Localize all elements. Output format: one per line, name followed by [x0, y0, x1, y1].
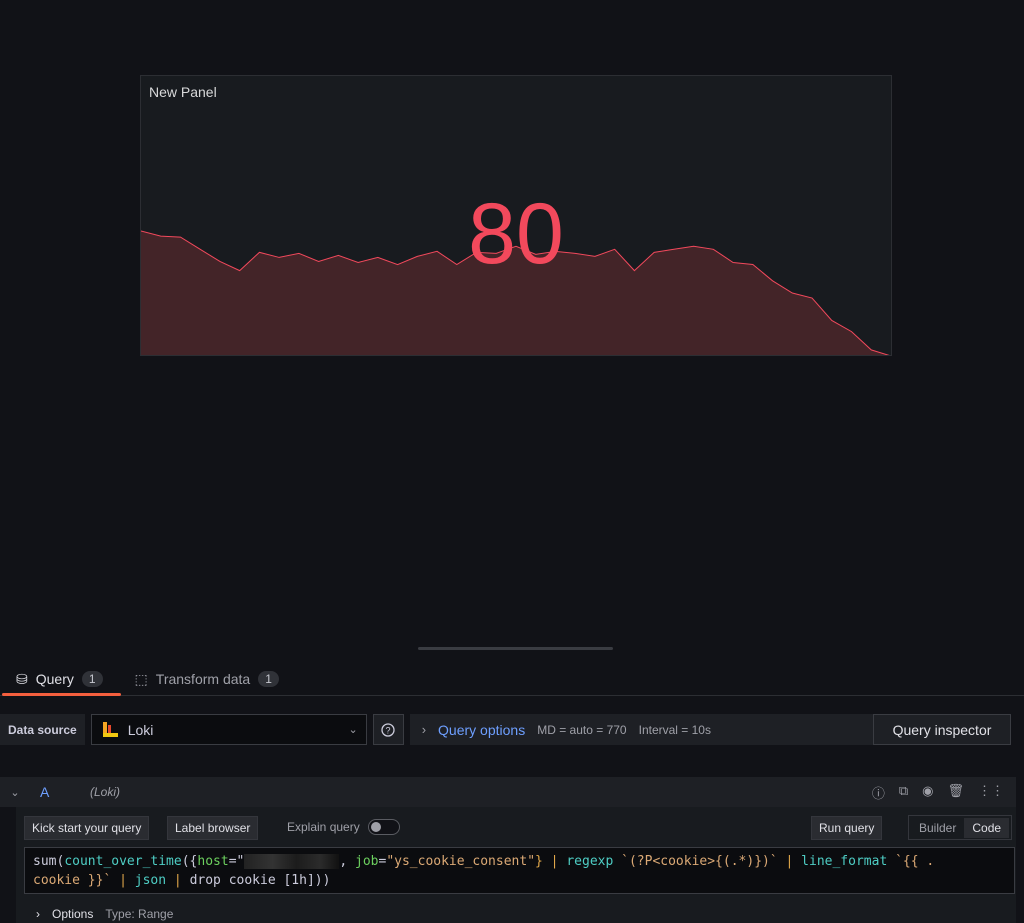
query-type: Type: Range: [105, 907, 174, 921]
query-datasource: (Loki): [90, 785, 121, 799]
explain-query-label: Explain query: [287, 820, 360, 834]
options-toggle[interactable]: › Options Type: Range: [36, 907, 173, 921]
code-mode-button[interactable]: Code: [964, 817, 1010, 838]
options-label: Options: [52, 907, 94, 921]
help-icon[interactable]: ⓘ: [871, 785, 885, 801]
tab-label: Transform data: [155, 671, 251, 687]
datasource-label: Data source: [0, 714, 85, 745]
datasource-help-button[interactable]: ?: [372, 714, 404, 745]
tab-transform-data[interactable]: ⬚ Transform data 1: [119, 662, 295, 696]
editor-mode-toggle: Builder Code: [908, 815, 1013, 840]
stat-panel[interactable]: New Panel 80: [140, 75, 892, 356]
panel-title: New Panel: [149, 84, 217, 100]
query-options-toggle[interactable]: › Query options MD = auto = 770 Interval…: [409, 714, 874, 745]
query-options-label: Query options: [438, 721, 526, 738]
query-editor: Kick start your query Label browser Expl…: [16, 807, 1016, 923]
query-row-header: ⌄ A (Loki) ⓘ ⧉ ◉ 🗑 ⋮⋮: [0, 777, 1016, 807]
duplicate-icon[interactable]: ⧉: [898, 782, 909, 798]
datasource-value: Loki: [127, 721, 154, 738]
pane-resize-handle[interactable]: [418, 647, 613, 650]
count-badge: 1: [258, 671, 279, 687]
transform-icon: ⬚: [134, 670, 148, 687]
tab-label: Query: [35, 671, 74, 687]
editor-tabs: ⛁ Query 1 ⬚ Transform data 1: [0, 662, 1024, 696]
help-icon: ?: [381, 722, 395, 737]
eye-icon[interactable]: ◉: [922, 782, 934, 798]
svg-text:?: ?: [386, 725, 391, 735]
label-browser-button[interactable]: Label browser: [167, 816, 259, 840]
sparkline: [141, 230, 890, 355]
database-icon: ⛁: [16, 670, 28, 687]
chevron-right-icon: ›: [36, 907, 40, 921]
tab-query[interactable]: ⛁ Query 1: [0, 662, 121, 696]
kick-start-button[interactable]: Kick start your query: [24, 816, 150, 840]
drag-handle-icon[interactable]: ⋮⋮: [978, 782, 1004, 798]
builder-mode-button[interactable]: Builder: [919, 820, 957, 835]
loki-logo-icon: [102, 721, 118, 737]
interval: Interval = 10s: [638, 722, 711, 737]
stat-value: 80: [468, 186, 564, 282]
query-inspector-button[interactable]: Query inspector: [873, 714, 1011, 745]
max-data-points: MD = auto = 770: [537, 722, 627, 737]
explain-query-toggle[interactable]: [367, 819, 400, 835]
chevron-right-icon: ›: [421, 722, 427, 737]
query-code-input[interactable]: sum(count_over_time({host=", job="ys_coo…: [24, 847, 1015, 894]
sparkline-area: [141, 231, 888, 355]
redacted-value: [244, 854, 340, 869]
count-badge: 1: [81, 671, 103, 687]
trash-icon[interactable]: 🗑: [947, 782, 964, 798]
chevron-down-icon: ⌄: [348, 724, 358, 736]
datasource-select[interactable]: Loki ⌄: [90, 714, 367, 745]
run-query-button[interactable]: Run query: [811, 816, 883, 840]
query-ref-id[interactable]: A: [40, 784, 50, 800]
sparkline-line: [141, 230, 890, 355]
collapse-chevron-icon[interactable]: ⌄: [10, 786, 20, 799]
